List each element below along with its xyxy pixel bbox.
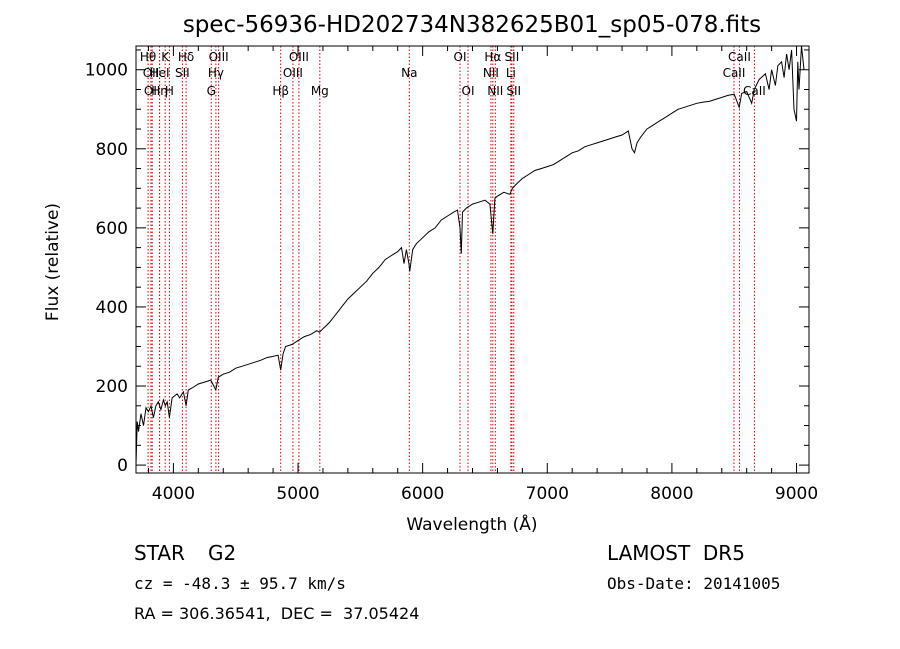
cz-value: cz = -48.3 ± 95.7 km/s xyxy=(134,574,346,593)
line-marker-label: OI xyxy=(454,50,467,64)
emission-line-labels: HθOIIOIIHeIHηKHSIIHδGHγOIIIHβOIIIOIIIMgN… xyxy=(140,50,766,98)
coordinates: RA = 306.36541, DEC = 37.05424 xyxy=(134,604,420,623)
line-marker-label: OIII xyxy=(209,50,229,64)
line-marker-label: SII xyxy=(505,50,520,64)
line-marker-label: Mg xyxy=(311,84,329,98)
x-axis-label: Wavelength (Å) xyxy=(406,513,537,535)
survey-label: LAMOST DR5 xyxy=(607,541,745,565)
line-marker-label: HeI xyxy=(150,66,170,80)
line-marker-label: Hα xyxy=(484,50,501,64)
line-marker-label: NII xyxy=(483,66,499,80)
object-class: STAR xyxy=(134,541,185,565)
x-tick-label: 8000 xyxy=(650,484,693,504)
x-axis-ticks: 4000 5000 6000 7000 8000 9000 xyxy=(147,46,818,504)
line-marker-label: OI xyxy=(462,84,475,98)
line-marker-label: Na xyxy=(401,66,417,80)
emission-line-markers xyxy=(147,46,755,473)
line-marker-label: OIII xyxy=(283,66,303,80)
spectrum-line xyxy=(135,45,805,466)
line-marker-label: G xyxy=(207,84,216,98)
line-marker-label: SII xyxy=(506,84,521,98)
y-axis-ticks: 0 200 400 600 800 1000 xyxy=(85,49,809,476)
line-marker-label: Li xyxy=(506,66,516,80)
line-marker-label: Hη xyxy=(151,84,168,98)
x-tick-label: 9000 xyxy=(775,484,818,504)
y-tick-label: 0 xyxy=(117,456,128,476)
line-marker-label: Hβ xyxy=(272,84,289,98)
x-tick-label: 6000 xyxy=(401,484,444,504)
line-marker-label: CaII xyxy=(728,50,751,64)
line-marker-label: H xyxy=(165,84,174,98)
y-tick-label: 1000 xyxy=(85,61,128,81)
line-marker-label: Hδ xyxy=(178,50,194,64)
line-marker-label: CaII xyxy=(723,66,746,80)
obs-date: Obs-Date: 20141005 xyxy=(607,574,781,593)
line-marker-label: Hθ xyxy=(140,50,156,64)
line-marker-label: NII xyxy=(487,84,503,98)
y-axis-label: Flux (relative) xyxy=(43,203,63,321)
y-tick-label: 800 xyxy=(96,140,128,160)
object-subclass: G2 xyxy=(208,541,237,565)
x-tick-label: 7000 xyxy=(526,484,569,504)
line-marker-label: OIII xyxy=(289,50,309,64)
line-marker-label: OII xyxy=(144,84,161,98)
line-marker-label: SII xyxy=(175,66,190,80)
x-tick-label: 5000 xyxy=(276,484,319,504)
x-tick-label: 4000 xyxy=(152,484,195,504)
y-tick-label: 400 xyxy=(96,298,128,318)
y-tick-label: 600 xyxy=(96,219,128,239)
line-marker-label: OII xyxy=(143,66,160,80)
chart-title: spec-56936-HD202734N382625B01_sp05-078.f… xyxy=(183,12,761,38)
y-tick-label: 200 xyxy=(96,377,128,397)
plot-frame xyxy=(135,45,810,474)
line-marker-label: Hγ xyxy=(208,66,224,80)
line-marker-label: K xyxy=(161,50,170,64)
